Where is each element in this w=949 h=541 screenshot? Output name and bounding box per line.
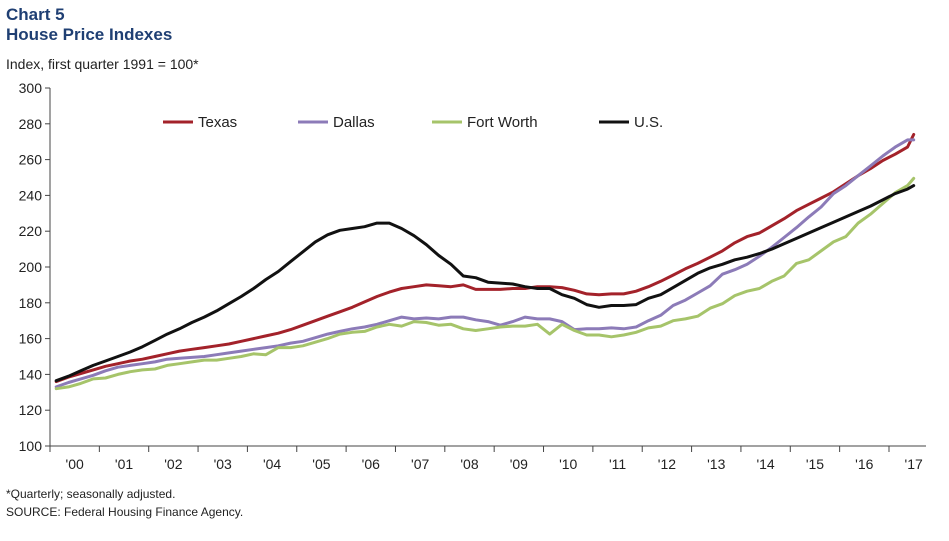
series-line-texas: [54, 133, 916, 384]
y-tick-label: 160: [19, 331, 43, 347]
x-tick-label: '05: [312, 456, 330, 472]
x-tick-label: '02: [164, 456, 182, 472]
y-tick-label: 100: [19, 438, 43, 454]
y-axis-unit-label: Index, first quarter 1991 = 100*: [6, 56, 199, 72]
x-tick-label: '15: [806, 456, 824, 472]
x-tick-label: '13: [707, 456, 725, 472]
chart-title: House Price Indexes: [6, 25, 173, 44]
legend-label-texas: Texas: [198, 114, 237, 131]
y-tick-label: 240: [19, 187, 43, 203]
y-tick-label: 200: [19, 259, 43, 275]
legend-label-dallas: Dallas: [333, 114, 375, 131]
y-tick-label: 140: [19, 366, 43, 382]
x-tick-label: '08: [460, 456, 478, 472]
series-line-u-s: [54, 184, 916, 383]
y-tick-label: 300: [19, 80, 43, 96]
legend-label-fort-worth: Fort Worth: [467, 114, 538, 131]
x-tick-label: '04: [263, 456, 281, 472]
x-tick-label: '03: [214, 456, 232, 472]
source-note: SOURCE: Federal Housing Finance Agency.: [6, 505, 244, 519]
chart-label: Chart 5: [6, 5, 65, 24]
y-tick-label: 220: [19, 223, 43, 239]
y-tick-label: 280: [19, 116, 43, 132]
legend-label-u-s: U.S.: [634, 114, 663, 131]
legend: Texas Dallas Fort Worth U.S.: [163, 114, 663, 131]
series-line-dallas: [54, 138, 916, 389]
y-tick-label: 180: [19, 295, 43, 311]
x-tick-label: '16: [855, 456, 873, 472]
x-tick-label: '14: [756, 456, 774, 472]
y-tick-label: 260: [19, 152, 43, 168]
x-tick-label: '10: [559, 456, 577, 472]
x-tick-label: '11: [609, 456, 626, 472]
x-tick-label: '01: [115, 456, 133, 472]
x-tick-label: '12: [658, 456, 676, 472]
footnote: *Quarterly; seasonally adjusted.: [6, 487, 176, 501]
series-layer: [54, 133, 916, 391]
y-tick-label: 120: [19, 402, 43, 418]
x-tick-label: '17: [905, 456, 923, 472]
chart-axes: 100 120 140 160 180 200 220 240 260 280 300 '00 '01 '…: [19, 80, 926, 472]
x-tick-label: '09: [510, 456, 528, 472]
x-tick-label: '06: [362, 456, 380, 472]
x-tick-label: '00: [66, 456, 84, 472]
x-tick-label: '07: [411, 456, 429, 472]
series-line-fort-worth: [54, 176, 916, 391]
